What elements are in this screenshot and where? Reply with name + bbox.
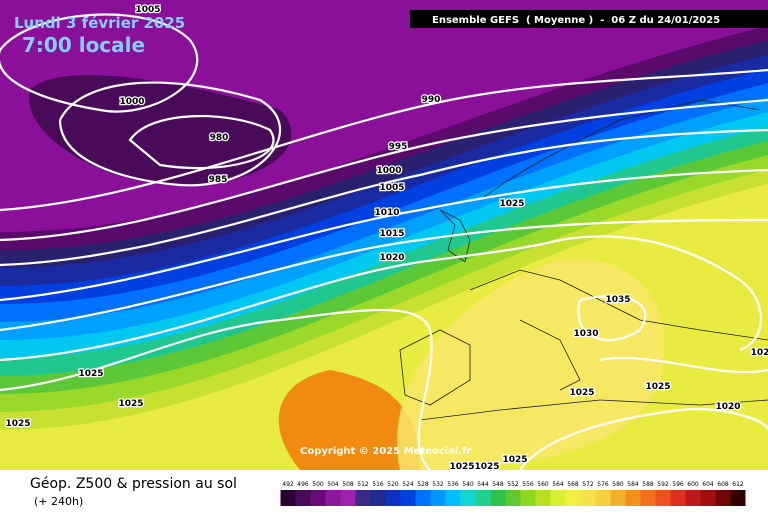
colorbar-label: 548 [492,481,504,488]
colorbar-label: 560 [537,481,549,488]
time: 7:00 locale [22,33,145,57]
isobar-label: 1005 [379,183,404,193]
isobar-label: 985 [209,175,228,185]
colorbar-swatch [640,490,656,506]
colorbar-label: 580 [612,481,624,488]
colorbar-swatch [595,490,611,506]
colorbar-label: 604 [702,481,714,488]
colorbar-swatch [370,490,386,506]
colorbar-label: 504 [327,481,339,488]
yellow-area [396,258,665,470]
isobar-label: 1025 [645,382,670,392]
colorbar-label: 524 [402,481,414,488]
colorbar-label: 612 [732,481,744,488]
isobar-label: 1025 [499,199,524,209]
colorbar-label: 576 [597,481,609,488]
colorbar-label: 588 [642,481,654,488]
colorbar-label: 552 [507,481,519,488]
colorbar-label: 536 [447,481,459,488]
isobar-label: 1025 [502,455,527,465]
colorbar-swatch [715,490,731,506]
isobar-label: 980 [210,133,229,143]
colorbar-swatch [475,490,491,506]
isobar-label: 1020 [715,402,740,412]
footer-title: Géop. Z500 & pression au sol [30,476,237,492]
colorbar-swatch [310,490,326,506]
colorbar-label: 572 [582,481,594,488]
copyright: Copyright © 2025 Meteociel.fr [300,446,471,457]
colorbar-swatch [385,490,401,506]
isobar-label: 995 [389,142,408,152]
colorbar-swatch [445,490,461,506]
colorbar-label: 512 [357,481,369,488]
date: Lundi 3 février 2025 [14,14,185,32]
isobar-label: 1020 [379,253,404,263]
coastlines [399,99,768,421]
colorbar-swatch [610,490,626,506]
colorbar-label: 528 [417,481,429,488]
colorbar-label: 508 [342,481,354,488]
colorbar-label: 584 [627,481,639,488]
colorbar-swatch [580,490,596,506]
colorbar-swatch [685,490,701,506]
colorbar-swatch [655,490,671,506]
colorbar-label: 568 [567,481,579,488]
isobar-label: 1025 [5,419,30,429]
colorbar-label: 556 [522,481,534,488]
colorbar-swatch [670,490,686,506]
colorbar-swatch [355,490,371,506]
colorbar-swatch [280,490,296,506]
colorbar-swatch [400,490,416,506]
colorbar-swatch [490,490,506,506]
isobar-label: 102 [751,348,768,358]
colorbar-label: 516 [372,481,384,488]
colorbar-label: 500 [312,481,324,488]
isobar-label: 1015 [379,229,404,239]
colorbar-label: 520 [387,481,399,488]
colorbar-swatch [730,490,746,506]
colorbar-label: 608 [717,481,729,488]
colorbar-label: 532 [432,481,444,488]
colorbar-swatch [565,490,581,506]
isobar-label: 1025 [78,369,103,379]
colorbar-label: 600 [687,481,699,488]
colorbar-swatch [340,490,356,506]
colorbar-label: 564 [552,481,564,488]
colorbar-swatch [430,490,446,506]
colorbar-label: 544 [477,481,489,488]
colorbar-swatch [325,490,341,506]
isobar-label: 1000 [376,166,401,176]
footer-lead: (+ 240h) [34,495,83,508]
isobar-label: 990 [422,95,441,105]
colorbar-swatch [535,490,551,506]
colorbar-label: 540 [462,481,474,488]
colorbar-swatch [415,490,431,506]
colorbar-swatch [295,490,311,506]
orange-area [278,370,420,470]
colorbar-label: 592 [657,481,669,488]
colorbar-swatch [505,490,521,506]
colorbar-swatch [520,490,536,506]
isobar-label: 1025 [118,399,143,409]
colorbar-label: 596 [672,481,684,488]
model-info: Ensemble GEFS ( Moyenne ) - 06 Z du 24/0… [432,15,720,26]
colorbar-label: 496 [297,481,309,488]
isobars [0,13,768,471]
header-bar [410,10,768,28]
isobar-label: 1030 [573,329,598,339]
isobar-label: 1005 [135,5,160,15]
isobar-label: 1010 [374,208,399,218]
isobar-label: 1035 [605,295,630,305]
colorbar-swatch [625,490,641,506]
isobar-label: 1025 [569,388,594,398]
colorbar-swatch [460,490,476,506]
colorbar-swatch [550,490,566,506]
colorbar-label: 492 [282,481,294,488]
colorbar: 492 496 500 504 508 512 516 520 524 528 532 536 540 5… [280,481,746,506]
field-low [29,75,292,186]
isobar-label: 1000 [119,97,144,107]
colorbar-swatch [700,490,716,506]
